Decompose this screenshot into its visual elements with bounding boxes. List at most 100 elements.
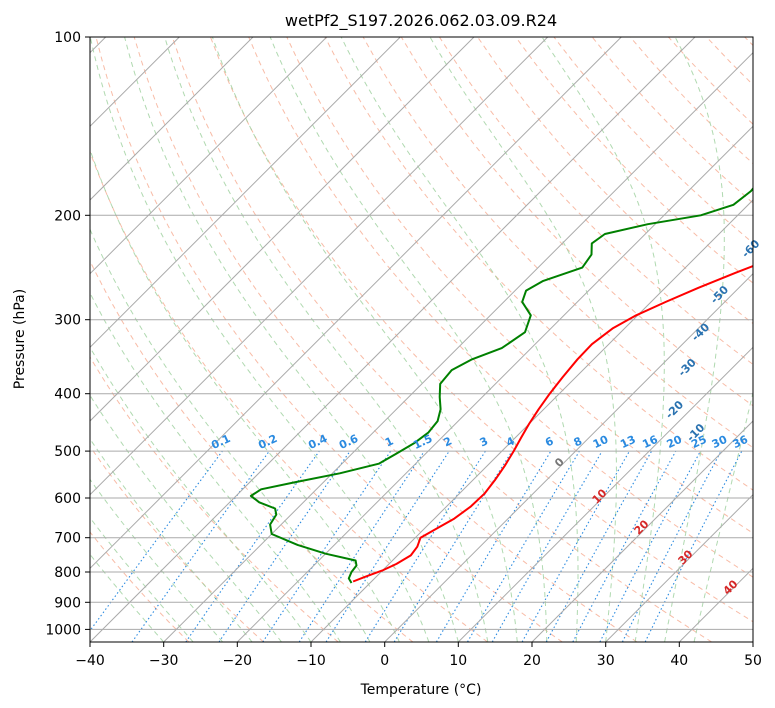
moist-adiabat bbox=[693, 390, 753, 642]
mixing-ratio-line bbox=[131, 450, 270, 642]
moist-adiabat bbox=[211, 37, 518, 642]
isotherm bbox=[90, 37, 401, 349]
mixing-ratio-line bbox=[185, 450, 320, 642]
moist-adiabat bbox=[90, 394, 282, 642]
dry-adiabat-label: -60 bbox=[739, 237, 762, 260]
x-axis-label: Temperature (°C) bbox=[360, 682, 482, 698]
mixing-ratio-label: 3 bbox=[478, 434, 490, 449]
moist-adiabat bbox=[164, 37, 489, 642]
mixing-ratio-line bbox=[262, 450, 392, 642]
dry-adiabat bbox=[515, 37, 753, 284]
y-axis-ticks: 100 200 300 400 500 600 700 800 900 1000 bbox=[45, 30, 90, 638]
moist-adiabat-label: 20 bbox=[632, 517, 652, 537]
y-tick-label: 400 bbox=[54, 387, 81, 403]
isotherm bbox=[90, 37, 475, 422]
mixing-ratio-line bbox=[90, 450, 223, 632]
moist-adiabat bbox=[90, 228, 371, 642]
mixing-ratio-label: 0.1 bbox=[209, 432, 232, 452]
mixing-ratio-line bbox=[435, 450, 552, 642]
moist-adiabat bbox=[90, 346, 312, 642]
moist-adiabat bbox=[340, 37, 579, 642]
y-tick-label: 600 bbox=[54, 491, 81, 507]
dry-adiabat bbox=[744, 37, 753, 47]
mixing-ratio-label: 13 bbox=[618, 433, 637, 451]
x-tick-label: 40 bbox=[670, 653, 688, 669]
moist-adiabat bbox=[429, 37, 617, 642]
moist-adiabat bbox=[541, 37, 665, 642]
isotherm bbox=[531, 420, 753, 642]
dry-adiabat bbox=[90, 531, 190, 642]
dry-adiabat bbox=[706, 37, 753, 86]
moist-adiabat-label: 10 bbox=[590, 486, 610, 506]
isotherm bbox=[163, 51, 753, 642]
line-labels: 0.10.20.40.611.52346810131620253036-100-… bbox=[209, 237, 762, 598]
isotherm bbox=[236, 125, 753, 642]
isotherm bbox=[457, 346, 753, 642]
x-tick-label: −40 bbox=[75, 653, 105, 669]
x-tick-label: 0 bbox=[380, 653, 389, 669]
moist-adiabat bbox=[664, 37, 725, 642]
x-tick-label: −10 bbox=[296, 653, 326, 669]
plot-frame bbox=[89, 36, 754, 643]
dry-adiabat bbox=[171, 37, 712, 642]
x-tick-label: −30 bbox=[149, 653, 179, 669]
mixing-ratio-label: 1 bbox=[383, 434, 395, 449]
isotherm bbox=[90, 37, 549, 496]
moist-adiabat bbox=[269, 37, 548, 642]
x-tick-label: 20 bbox=[523, 653, 541, 669]
dry-adiabat bbox=[90, 445, 264, 642]
mixing-ratio-line bbox=[467, 450, 580, 642]
y-tick-label: 1000 bbox=[45, 622, 81, 638]
mixing-ratio-line bbox=[325, 450, 450, 642]
mixing-ratio-label: 30 bbox=[710, 433, 730, 451]
mixing-ratio-label: 16 bbox=[640, 433, 660, 451]
y-tick-label: 300 bbox=[54, 313, 81, 329]
moist-adiabat bbox=[90, 516, 194, 642]
y-tick-label: 200 bbox=[54, 208, 81, 224]
isotherm bbox=[90, 37, 622, 570]
moist-adiabat bbox=[90, 478, 223, 642]
mixing-ratio-label: 8 bbox=[572, 434, 584, 449]
mixing-ratio-line bbox=[572, 450, 677, 642]
isotherm bbox=[90, 37, 254, 201]
mixing-ratio-line bbox=[599, 450, 701, 642]
dry-adiabat bbox=[133, 37, 638, 642]
mixing-ratio-line bbox=[218, 450, 351, 642]
mixing-ratio-label: 36 bbox=[731, 433, 751, 451]
dry-adiabat bbox=[210, 37, 753, 623]
isotherm bbox=[384, 272, 753, 642]
moist-adiabat bbox=[90, 148, 400, 642]
dry-adiabat bbox=[553, 37, 753, 244]
y-tick-label: 100 bbox=[54, 30, 81, 46]
dry-adiabat bbox=[90, 150, 488, 642]
moist-adiabat bbox=[90, 553, 165, 642]
isotherm bbox=[752, 641, 753, 642]
isotherm bbox=[605, 493, 753, 642]
dry-adiabat bbox=[90, 259, 414, 642]
dry-adiabat bbox=[400, 37, 753, 407]
moist-adiabat bbox=[90, 37, 430, 642]
mixing-ratio-label: 6 bbox=[543, 434, 556, 449]
dry-adiabat bbox=[438, 37, 753, 366]
moist-adiabat-label: 30 bbox=[676, 547, 696, 567]
chart-title: wetPf2_S197.2026.062.03.09.R24 bbox=[285, 11, 557, 31]
x-axis-ticks: −40 −30 −20 −10 0 10 20 30 40 50 bbox=[75, 642, 762, 669]
background-lines bbox=[90, 37, 753, 642]
dry-adiabat bbox=[248, 37, 753, 578]
x-tick-label: 50 bbox=[744, 653, 762, 669]
y-tick-label: 800 bbox=[54, 565, 81, 581]
dry-adiabat-label: -40 bbox=[689, 320, 712, 343]
mixing-ratio-line bbox=[644, 450, 743, 642]
mixing-ratio-label: 20 bbox=[665, 433, 685, 451]
dry-adiabat bbox=[90, 356, 339, 642]
isotherm bbox=[310, 199, 753, 642]
series-lines bbox=[249, 187, 753, 584]
temperature-profile-line bbox=[352, 265, 753, 583]
dry-adiabat-label: -30 bbox=[676, 356, 699, 379]
y-tick-label: 500 bbox=[54, 444, 81, 460]
x-tick-label: 30 bbox=[597, 653, 615, 669]
dry-adiabat bbox=[477, 37, 753, 325]
moist-adiabat bbox=[90, 438, 253, 642]
moist-adiabat bbox=[124, 37, 459, 642]
